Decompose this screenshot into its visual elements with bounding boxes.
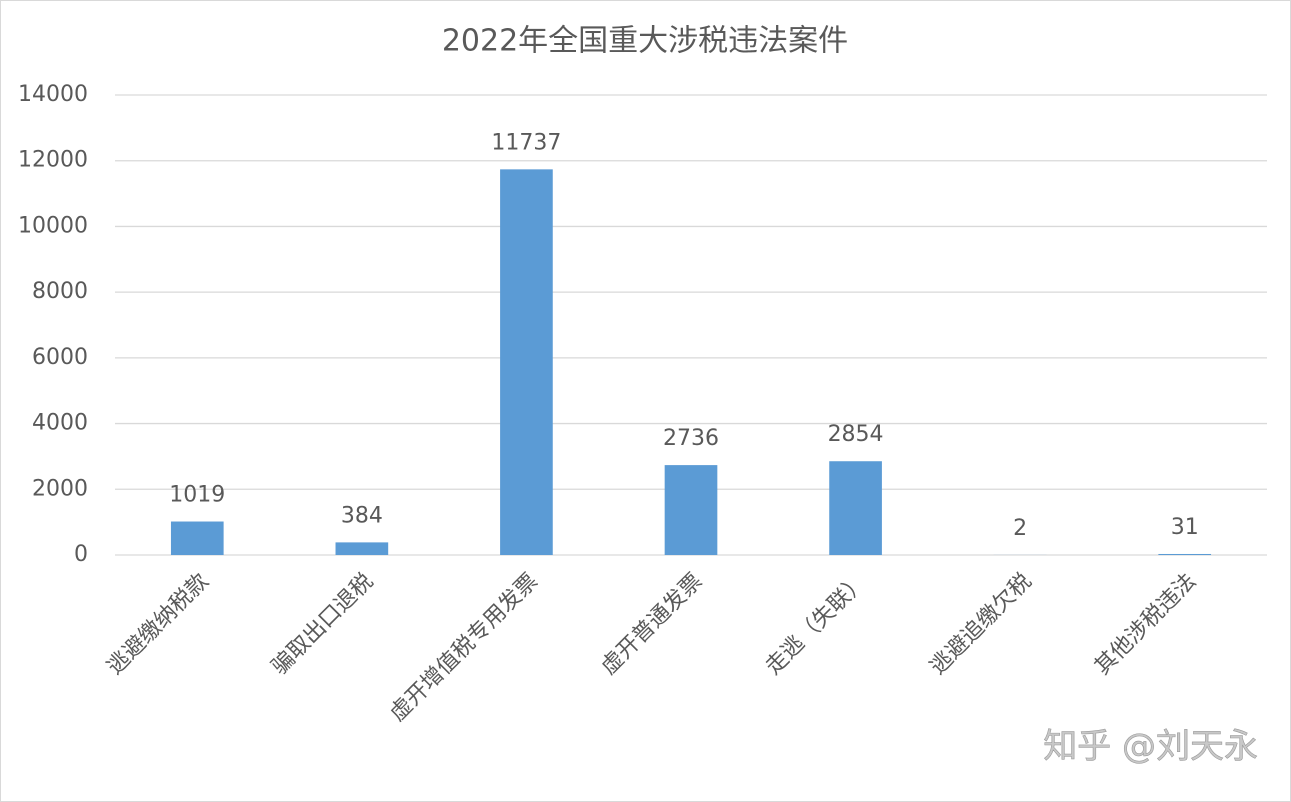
bar [829,461,882,555]
data-label: 2736 [663,426,719,451]
y-tick-label: 8000 [32,279,88,304]
bar [1158,553,1212,555]
data-label: 2854 [828,422,884,447]
watermark: 知乎 @刘天永 [1043,727,1258,767]
data-label: 384 [341,503,383,528]
data-label: 31 [1171,515,1199,540]
y-tick-label: 10000 [18,213,88,238]
bar [664,465,718,555]
y-tick-label: 4000 [32,411,88,436]
data-label: 11737 [491,130,561,155]
y-tick-label: 14000 [18,82,88,107]
y-tick-label: 2000 [32,476,88,501]
y-tick-label: 6000 [32,345,88,370]
y-tick-label: 0 [74,542,88,567]
chart-title: 2022年全国重大涉税违法案件 [442,24,848,59]
data-label: 1019 [169,483,225,508]
y-tick-label: 12000 [18,148,88,173]
data-label: 2 [1013,516,1027,541]
bar [500,169,553,555]
bar [335,542,389,555]
bar [170,521,224,555]
